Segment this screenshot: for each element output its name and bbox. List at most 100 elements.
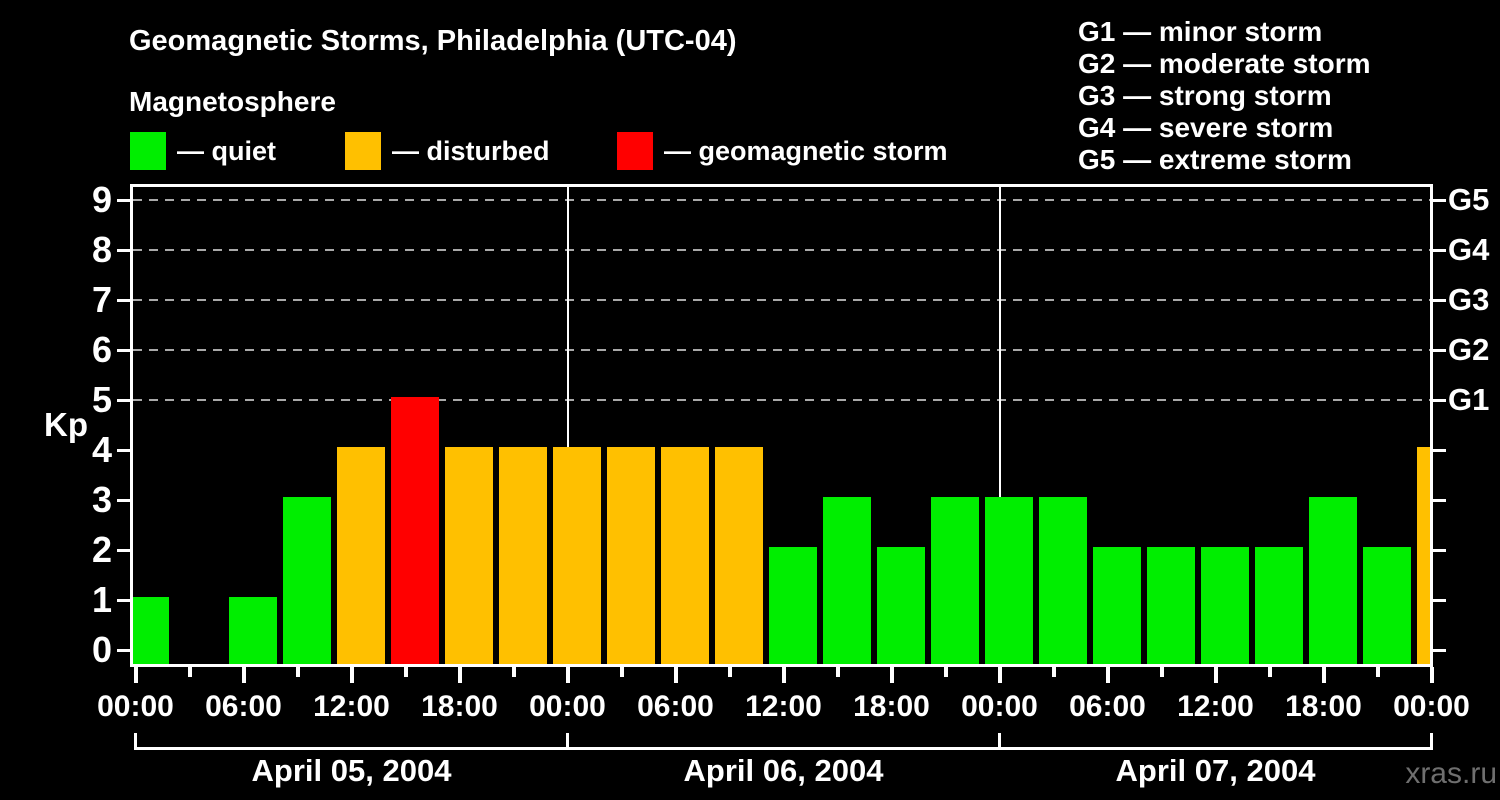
kp-bar — [1146, 547, 1195, 664]
g-scale-line: G5 — extreme storm — [1078, 144, 1352, 175]
x-tick-minor — [727, 667, 732, 677]
right-axis-label-G4: G4 — [1448, 232, 1490, 267]
g-scale-line: G2 — moderate storm — [1078, 48, 1371, 79]
right-axis-label-G5: G5 — [1448, 182, 1490, 217]
x-tick-minor — [1159, 667, 1164, 677]
x-tick-minor — [403, 667, 408, 677]
day-bracket-tick — [566, 733, 569, 750]
y-tick-label: 1 — [91, 579, 112, 620]
quiet-swatch — [130, 132, 166, 170]
y-tick-right — [1433, 348, 1446, 352]
x-tick-minor — [187, 667, 192, 677]
x-tick-minor — [619, 667, 624, 677]
x-tick-label: 12:00 — [1177, 690, 1254, 723]
x-tick-minor — [1051, 667, 1056, 677]
y-tick-left — [117, 298, 130, 302]
kp-bar — [444, 447, 493, 664]
y-tick-label: 2 — [91, 529, 112, 570]
y-tick-right — [1433, 598, 1446, 602]
x-tick-major — [457, 667, 462, 683]
kp-bar — [390, 397, 439, 664]
x-tick-label: 06:00 — [205, 690, 282, 723]
kp-bar — [336, 447, 385, 664]
legend-label: — quiet — [177, 136, 276, 166]
x-tick-major — [1105, 667, 1110, 683]
kp-bar — [984, 497, 1033, 664]
x-tick-label: 06:00 — [1069, 690, 1146, 723]
right-axis-label-G3: G3 — [1448, 282, 1490, 317]
kp-bar — [660, 447, 709, 664]
x-tick-major — [781, 667, 786, 683]
right-axis-label-G2: G2 — [1448, 332, 1490, 367]
kp-bar — [714, 447, 763, 664]
x-tick-label: 00:00 — [97, 690, 174, 723]
x-tick-minor — [295, 667, 300, 677]
day-bracket-tick — [1430, 733, 1433, 750]
day-bracket — [134, 747, 1432, 750]
chart-title: Geomagnetic Storms, Philadelphia (UTC-04… — [129, 25, 737, 57]
kp-bar — [228, 597, 277, 664]
x-tick-label: 00:00 — [529, 690, 606, 723]
y-tick-label: 9 — [91, 179, 112, 220]
gridline-kp8 — [133, 249, 1430, 251]
kp-bar — [1254, 547, 1303, 664]
kp-bar — [768, 547, 817, 664]
y-tick-left — [117, 248, 130, 252]
x-tick-label: 06:00 — [637, 690, 714, 723]
y-tick-left — [117, 548, 130, 552]
x-tick-major — [673, 667, 678, 683]
geomagnetic-storm-swatch — [617, 132, 653, 170]
y-tick-right — [1433, 448, 1446, 452]
y-tick-right — [1433, 548, 1446, 552]
y-tick-left — [117, 598, 130, 602]
y-tick-left — [117, 198, 130, 202]
kp-axis-title: Kp — [44, 406, 88, 443]
x-tick-minor — [835, 667, 840, 677]
x-tick-label: 12:00 — [745, 690, 822, 723]
x-tick-label: 18:00 — [853, 690, 930, 723]
g-scale-line: G1 — minor storm — [1078, 16, 1323, 47]
date-label: April 07, 2004 — [1115, 753, 1316, 788]
y-tick-right — [1433, 648, 1446, 652]
x-tick-minor — [1375, 667, 1380, 677]
x-tick-major — [1321, 667, 1326, 683]
y-tick-left — [117, 448, 130, 452]
x-tick-minor — [511, 667, 516, 677]
right-axis-label-G1: G1 — [1448, 382, 1490, 417]
y-tick-label: 8 — [91, 229, 112, 270]
gridline-kp5 — [133, 399, 1430, 401]
y-tick-right — [1433, 198, 1446, 202]
kp-bar — [552, 447, 601, 664]
y-tick-left — [117, 648, 130, 652]
watermark: xras.ru — [1405, 757, 1497, 790]
y-tick-right — [1433, 298, 1446, 302]
kp-bar — [498, 447, 547, 664]
kp-bar — [1308, 497, 1357, 664]
gridline-kp7 — [133, 299, 1430, 301]
x-tick-major — [1429, 667, 1434, 683]
y-tick-left — [117, 398, 130, 402]
y-tick-right — [1433, 498, 1446, 502]
g-scale-line: G3 — strong storm — [1078, 80, 1332, 111]
y-tick-label: 7 — [91, 279, 112, 320]
day-separator-line — [998, 187, 1001, 664]
day-separator-line — [566, 187, 569, 664]
kp-bar — [1416, 447, 1430, 664]
day-bracket-tick — [998, 733, 1001, 750]
x-tick-major — [565, 667, 570, 683]
chart-subtitle: Magnetosphere — [129, 86, 336, 117]
g-scale-legend: G1 — minor storm G2 — moderate storm G3 — … — [1078, 16, 1371, 176]
day-bracket-tick — [134, 733, 137, 750]
gridline-kp6 — [133, 349, 1430, 351]
y-tick-label: 0 — [91, 629, 112, 670]
x-tick-minor — [943, 667, 948, 677]
x-tick-label: 00:00 — [961, 690, 1038, 723]
x-tick-label: 18:00 — [421, 690, 498, 723]
date-label: April 05, 2004 — [251, 753, 452, 788]
y-tick-label: 6 — [91, 329, 112, 370]
x-tick-major — [997, 667, 1002, 683]
kp-bar — [606, 447, 655, 664]
x-tick-major — [889, 667, 894, 683]
kp-bar — [1362, 547, 1411, 664]
